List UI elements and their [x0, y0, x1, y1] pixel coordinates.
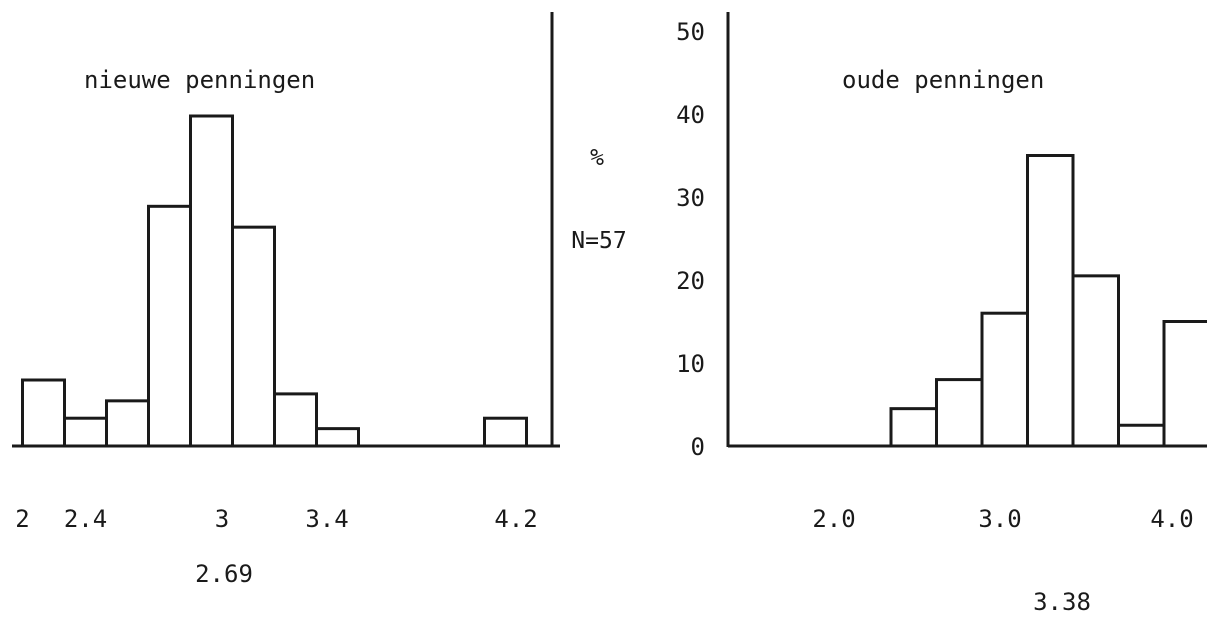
bar-left-6	[273, 392, 318, 448]
x-tick-left-4: 4.2	[494, 505, 537, 533]
histogram-oude-penningen: oude penningen 0 10 20 30 40 50 2.0 3.0 4.0 3.3…	[676, 12, 1207, 616]
bar-left-2	[105, 399, 150, 448]
left-bars	[21, 114, 528, 448]
bar-left-8	[483, 416, 528, 448]
bar-left-1	[63, 416, 108, 448]
x-tick-right-2: 4.0	[1150, 505, 1193, 533]
x-tick-left-0: 2	[15, 505, 29, 533]
x-tick-left-3: 3.4	[305, 505, 348, 533]
x-tick-labels-left: 2 2.4 3 3.4 4.2	[15, 505, 537, 533]
bar-left-3	[147, 204, 192, 448]
x-tick-left-1: 2.4	[64, 505, 107, 533]
y-tick-labels-right: 0 10 20 30 40 50	[676, 18, 705, 461]
bar-left-5	[231, 225, 276, 448]
histogram-nieuwe-penningen: nieuwe penningen 2 2.4 3 3.4 4.2 2.69	[12, 12, 560, 588]
right-bars	[889, 154, 1207, 448]
bar-left-0	[21, 378, 66, 448]
bar-right-6	[1162, 320, 1207, 448]
y-tick-right-1: 10	[676, 350, 705, 378]
bar-right-1	[935, 378, 984, 448]
bar-right-3	[1026, 154, 1075, 448]
sample-size-label: N=57	[571, 228, 626, 254]
y-tick-right-0: 0	[691, 433, 705, 461]
x-tick-labels-right: 2.0 3.0 4.0	[812, 505, 1193, 533]
bar-right-0	[889, 407, 938, 448]
mean-label-right: 3.38	[1033, 588, 1091, 616]
y-tick-right-5: 50	[676, 18, 705, 46]
mean-label-left: 2.69	[195, 560, 253, 588]
y-tick-right-3: 30	[676, 184, 705, 212]
y-axis-unit-label: %	[590, 145, 604, 171]
y-tick-right-2: 20	[676, 267, 705, 295]
bar-right-4	[1071, 274, 1120, 448]
bar-left-4	[189, 114, 234, 448]
x-tick-left-2: 3	[215, 505, 229, 533]
chart-title-right: oude penningen	[842, 66, 1044, 94]
chart-title-left: nieuwe penningen	[84, 66, 315, 94]
y-tick-right-4: 40	[676, 101, 705, 129]
bar-right-5	[1117, 423, 1166, 448]
bar-right-2	[980, 311, 1029, 448]
x-tick-right-1: 3.0	[978, 505, 1021, 533]
bar-left-7	[315, 427, 360, 448]
x-tick-right-0: 2.0	[812, 505, 855, 533]
